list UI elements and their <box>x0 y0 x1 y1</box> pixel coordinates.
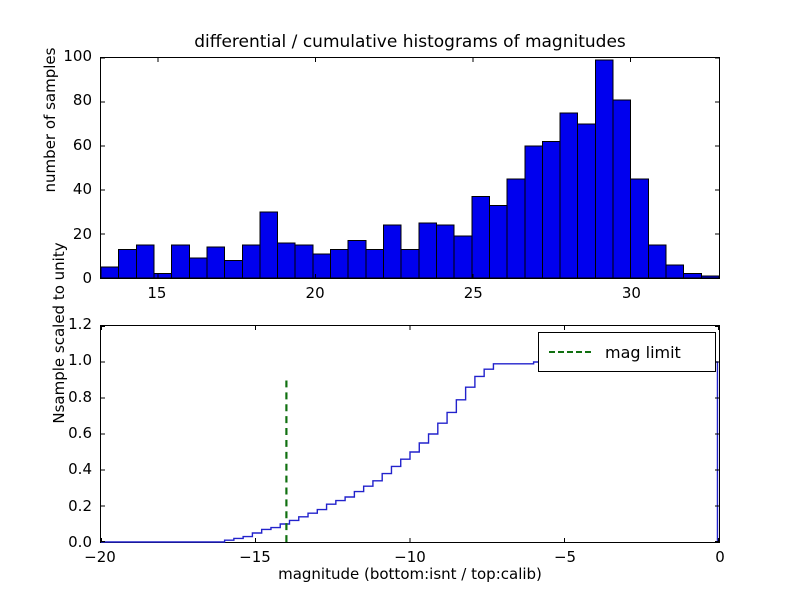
bottom-x-tick-label: −5 <box>553 548 577 566</box>
differential-histogram-axes <box>100 57 720 279</box>
bottom-y-tick-label: 0.4 <box>68 460 92 479</box>
top-x-tick-label: 30 <box>621 284 641 302</box>
bottom-x-tick-label: −10 <box>394 548 426 566</box>
legend-label-mag-limit: mag limit <box>605 342 681 362</box>
differential-histogram-plot-area <box>100 57 720 279</box>
bottom-y-tick-label: 0.2 <box>68 496 92 515</box>
cumulative-curve-svg <box>101 326 719 543</box>
page-title: differential / cumulative histograms of … <box>194 32 626 52</box>
bottom-x-axis-label: magnitude (bottom:isnt / top:calib) <box>278 565 542 583</box>
cumulative-curve-plot-area <box>101 326 719 543</box>
top-y-tick-label: 60 <box>72 135 92 154</box>
bottom-x-tick-label: −15 <box>239 548 271 566</box>
top-y-tick-label: 80 <box>72 91 92 110</box>
legend-dashed-line-icon <box>549 351 591 353</box>
bottom-x-tick-label: 0 <box>715 548 725 566</box>
top-y-tick-label: 100 <box>63 47 92 65</box>
bottom-x-tick-label: −20 <box>84 548 116 566</box>
top-y-axis-label: number of samples <box>41 47 59 193</box>
top-x-tick-label: 15 <box>147 284 167 302</box>
legend: mag limit <box>538 332 716 372</box>
bottom-y-axis-label: Nsample scaled to unity <box>50 242 68 424</box>
bottom-y-tick-label: 1.0 <box>68 351 92 370</box>
bottom-y-tick-label: 1.2 <box>68 315 92 333</box>
top-y-tick-label: 40 <box>72 180 92 199</box>
bottom-y-tick-label: 0.8 <box>68 387 92 406</box>
top-x-tick-label: 20 <box>305 284 325 302</box>
bottom-y-tick-label: 0.0 <box>68 533 92 551</box>
differential-histogram-svg <box>100 57 720 279</box>
top-y-tick-label: 20 <box>72 224 92 243</box>
top-y-tick-label: 0 <box>82 269 92 287</box>
top-x-tick-label: 25 <box>463 284 483 302</box>
bottom-y-tick-label: 0.6 <box>68 424 92 442</box>
